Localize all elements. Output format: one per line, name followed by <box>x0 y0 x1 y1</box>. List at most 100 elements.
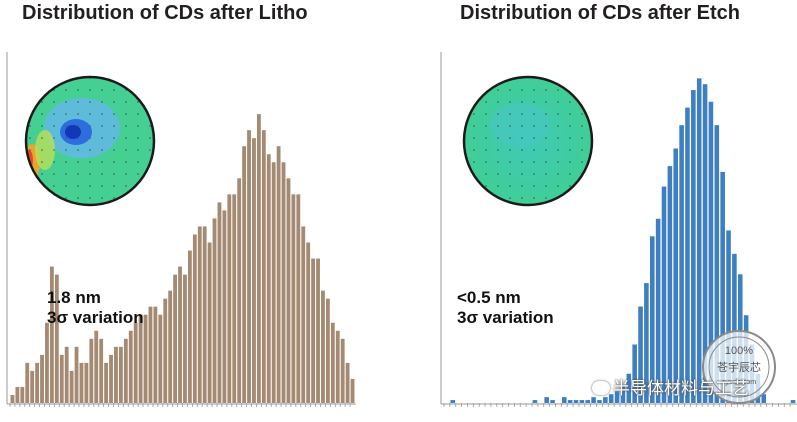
litho-bar <box>104 362 109 404</box>
stamp-url: cycxic.com <box>722 379 756 386</box>
chart-title-etch: Distribution of CDs after Etch <box>460 2 741 24</box>
etch-bar <box>579 400 585 403</box>
litho-bar <box>345 362 350 404</box>
etch-bar <box>679 125 684 404</box>
watermark: 半导体材料与工艺 <box>592 374 749 399</box>
etch-bar <box>720 171 725 403</box>
litho-bar <box>153 306 158 403</box>
litho-bar <box>89 338 94 403</box>
litho-bar <box>266 154 271 403</box>
litho-bar <box>118 346 123 403</box>
litho-bar <box>217 202 222 404</box>
etch-bar <box>661 186 667 403</box>
litho-bar <box>45 322 49 403</box>
litho-bar <box>173 274 178 403</box>
etch-bar <box>626 373 632 403</box>
etch-bar <box>603 397 608 403</box>
litho-bar <box>227 194 232 403</box>
bars-litho <box>10 114 355 404</box>
litho-bar <box>252 138 256 403</box>
etch-bar <box>638 306 643 403</box>
litho-bar <box>306 242 311 403</box>
litho-bar <box>178 266 182 403</box>
litho-bar <box>197 226 202 403</box>
litho-bar <box>99 338 104 403</box>
annotation-etch-value: <0.5 nm <box>457 288 521 307</box>
wafer-map-etch <box>462 75 594 207</box>
litho-bar <box>143 314 148 404</box>
etch-bar <box>573 400 579 403</box>
litho-bar <box>212 218 217 403</box>
etch-bar <box>691 90 696 403</box>
etch-bar <box>673 148 679 403</box>
litho-bar <box>316 258 320 403</box>
litho-bar <box>222 210 227 403</box>
litho-bar <box>242 146 247 403</box>
etch-bar <box>550 400 555 403</box>
litho-bar <box>301 226 306 403</box>
litho-bar <box>187 250 192 403</box>
litho-bar <box>25 362 30 404</box>
litho-bar <box>123 338 128 403</box>
litho-bar <box>69 370 74 403</box>
litho-bar <box>148 306 153 403</box>
litho-bar <box>281 162 286 403</box>
stamp-percent: 100% <box>725 345 753 357</box>
litho-bar <box>202 226 207 403</box>
etch-bar <box>667 166 673 403</box>
litho-bar <box>207 242 212 403</box>
etch-bar <box>614 391 620 403</box>
annotation-etch-label: 3σ variation <box>457 308 554 327</box>
stamp-brand: 苍宇辰芯 <box>717 360 761 374</box>
etch-bar <box>585 400 591 403</box>
etch-bar <box>644 283 649 403</box>
litho-bar <box>350 378 355 404</box>
etch-bar <box>450 400 456 403</box>
litho-bar <box>94 330 99 403</box>
litho-bar <box>15 386 20 403</box>
litho-bar <box>35 362 40 404</box>
etch-bar <box>655 218 661 403</box>
litho-bar <box>128 330 133 403</box>
litho-bar <box>64 346 69 403</box>
etch-bar <box>685 107 690 403</box>
litho-bar <box>192 234 197 403</box>
litho-bar <box>10 394 15 404</box>
litho-bar <box>84 362 89 404</box>
litho-bar <box>20 386 25 403</box>
etch-bar <box>696 78 702 403</box>
litho-bar <box>340 338 345 403</box>
litho-bar <box>276 146 281 403</box>
litho-bar <box>335 330 340 403</box>
etch-bar <box>726 230 731 403</box>
litho-bar <box>321 290 325 403</box>
litho-bar <box>138 314 143 404</box>
wechat-icon <box>592 381 610 395</box>
etch-bar <box>761 394 767 403</box>
litho-bar <box>168 290 173 403</box>
etch-bar <box>567 400 573 403</box>
etch-bar <box>532 400 538 403</box>
litho-bar <box>291 194 296 403</box>
etch-bar <box>714 125 720 404</box>
litho-bar <box>40 354 44 403</box>
litho-bar <box>261 130 266 403</box>
litho-bar <box>163 298 168 404</box>
litho-bar <box>256 114 261 403</box>
axes-etch <box>440 52 797 407</box>
etch-bar <box>597 400 602 403</box>
etch-bar <box>608 394 614 403</box>
etch-bar <box>561 397 567 403</box>
litho-bar <box>54 274 59 403</box>
etch-bar <box>591 397 596 403</box>
annotation-litho-label: 3σ variation <box>47 308 144 327</box>
litho-bar <box>79 362 84 404</box>
etch-bar <box>620 385 626 403</box>
axes-litho <box>6 52 356 407</box>
litho-bar <box>114 346 118 403</box>
litho-bar <box>330 322 335 403</box>
watermark-text: 半导体材料与工艺 <box>613 379 749 399</box>
chart-title-litho: Distribution of CDs after Litho <box>22 2 308 24</box>
litho-bar <box>247 130 251 403</box>
